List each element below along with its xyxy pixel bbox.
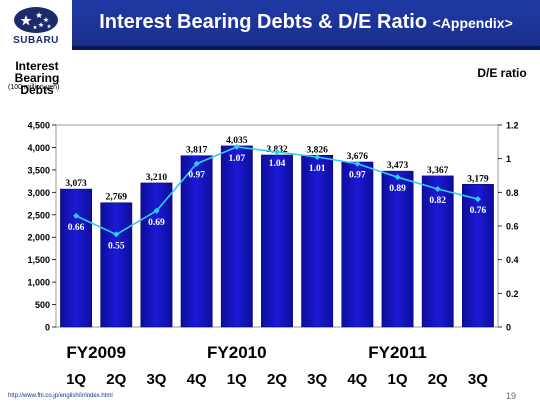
de-ratio-label: 0.76 (470, 206, 487, 216)
y-left-tick-label: 3,500 (27, 165, 50, 175)
bar-value-label: 3,817 (186, 146, 208, 156)
bar (220, 145, 253, 328)
y-right-tick-label: 0.4 (506, 255, 519, 265)
de-ratio-label: 0.89 (389, 184, 406, 194)
x-tick-label: 1Q (227, 371, 247, 388)
bar-value-label: 3,676 (347, 152, 369, 162)
x-tick-label: 1Q (388, 371, 408, 388)
y-left-tick-label: 3,000 (27, 188, 50, 198)
y-left-tick-label: 4,500 (27, 121, 50, 131)
x-tick-label: 4Q (187, 371, 207, 388)
de-ratio-point (153, 207, 160, 214)
subaru-logo: SUBARU (0, 0, 72, 53)
de-ratio-point (394, 174, 401, 181)
y-left-tick-label: 1,000 (27, 278, 50, 288)
bar (261, 154, 293, 328)
logo-text: SUBARU (13, 35, 59, 46)
de-ratio-point (233, 143, 240, 150)
y-left-tick-label: 4,000 (27, 143, 50, 153)
y-right-tick-label: 1 (506, 154, 511, 164)
bar-value-label: 3,473 (387, 161, 409, 171)
x-tick-label: 3Q (146, 371, 166, 388)
bar (140, 182, 173, 328)
y-axis-left-unit: (100 million yen) (8, 84, 60, 91)
y-axis-right-title: D/E ratio (477, 66, 527, 80)
bar-value-label: 3,826 (306, 145, 328, 155)
y-left-tick-label: 500 (35, 300, 50, 310)
bar (60, 188, 93, 328)
bar (421, 175, 454, 328)
y-left-tick-label: 2,500 (27, 210, 50, 220)
title-bar-underline (72, 46, 540, 50)
bar (100, 202, 133, 328)
y-left-tick-label: 2,000 (27, 233, 50, 243)
bar (461, 184, 494, 328)
header: SUBARU Interest Bearing Debts & D/E Rati… (0, 0, 540, 53)
y-left-tick-label: 0 (45, 323, 50, 333)
title-suffix: <Appendix> (432, 15, 513, 31)
de-ratio-label: 0.55 (108, 241, 125, 251)
de-ratio-label: 1.04 (269, 159, 286, 169)
bar-value-label: 4,035 (226, 136, 248, 146)
de-ratio-point (474, 196, 481, 203)
x-tick-label: 4Q (347, 371, 367, 388)
title-main: Interest Bearing Debts & D/E Ratio (99, 11, 428, 33)
x-tick-label: 3Q (468, 371, 488, 388)
x-tick-label: 1Q (66, 371, 86, 388)
bar (180, 155, 213, 328)
de-ratio-point (354, 160, 361, 167)
page-number: 19 (506, 391, 517, 401)
y-right-tick-label: 0.6 (506, 222, 519, 232)
bar-value-label: 3,073 (65, 179, 87, 189)
page-title: Interest Bearing Debts & D/E Ratio <Appe… (72, 11, 540, 34)
de-ratio-point (73, 212, 80, 219)
y-right-tick-label: 0 (506, 323, 511, 333)
title-bar: Interest Bearing Debts & D/E Ratio <Appe… (72, 0, 540, 46)
x-tick-label: 2Q (106, 371, 126, 388)
de-ratio-point (274, 148, 280, 155)
de-ratio-point (193, 160, 200, 167)
y-left-tick-label: 1,500 (27, 255, 50, 265)
footer-url-link[interactable]: http://www.fhi.co.jp/english/ir/index.ht… (8, 393, 113, 399)
bar-value-label: 3,179 (467, 174, 489, 184)
y-axis-left-title: Interest Bearing Debts (14, 59, 60, 97)
y-right-tick-label: 1.2 (506, 121, 519, 131)
de-ratio-label: 0.66 (68, 223, 85, 233)
bar (301, 155, 334, 328)
bar (381, 170, 414, 328)
subaru-stars-icon (14, 7, 58, 33)
de-ratio-label: 1.01 (309, 164, 326, 174)
fiscal-year-label: FY2010 (207, 343, 267, 362)
de-ratio-label: 0.97 (188, 171, 205, 181)
y-right-tick-label: 0.2 (506, 289, 519, 299)
bar-value-label: 2,769 (106, 193, 128, 203)
x-tick-label: 2Q (267, 371, 287, 388)
de-ratio-point (314, 153, 321, 160)
de-ratio-label: 0.82 (429, 196, 446, 206)
de-ratio-point (434, 185, 441, 192)
bar (341, 161, 374, 328)
de-ratio-label: 1.07 (229, 154, 246, 164)
y-right-tick-label: 0.8 (506, 188, 519, 198)
de-ratio-label: 0.97 (349, 171, 366, 181)
x-tick-label: 3Q (307, 371, 327, 388)
bar-value-label: 3,367 (427, 166, 449, 176)
fiscal-year-label: FY2009 (66, 343, 126, 362)
de-ratio-point (113, 231, 120, 238)
bar-value-label: 3,210 (146, 173, 168, 183)
de-ratio-label: 0.69 (148, 218, 165, 228)
fiscal-year-label: FY2011 (368, 343, 427, 362)
x-tick-label: 2Q (428, 371, 448, 388)
